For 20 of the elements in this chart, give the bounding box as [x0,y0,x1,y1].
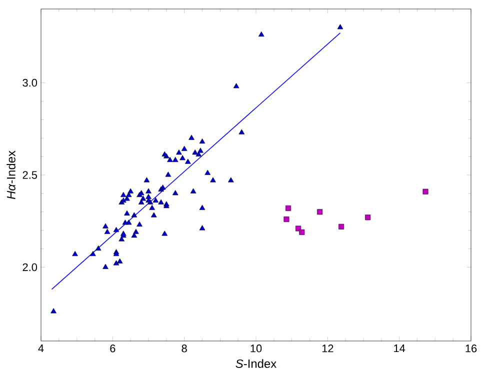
point [365,214,371,220]
x-tick-label: 14 [394,344,406,352]
y-tick-label: 3.0 [22,78,38,87]
point [284,216,290,222]
x-tick-label: 4 [38,344,44,352]
x-tick-label: 10 [250,344,262,352]
point [299,229,305,235]
x-tick-label: 12 [322,344,334,352]
x-tick-label: 8 [182,344,187,352]
point [317,209,323,215]
y-axis-title: Hα-Index [6,150,16,200]
point [338,224,344,230]
x-tick-label: 6 [110,344,116,352]
y-tick-label: 2.0 [22,263,38,272]
point [422,188,428,194]
x-tick-label: 16 [466,344,477,352]
point [286,205,291,211]
x-axis-title: S-Index [236,359,276,368]
y-tick-label: 2.5 [22,171,38,179]
point [296,226,302,232]
